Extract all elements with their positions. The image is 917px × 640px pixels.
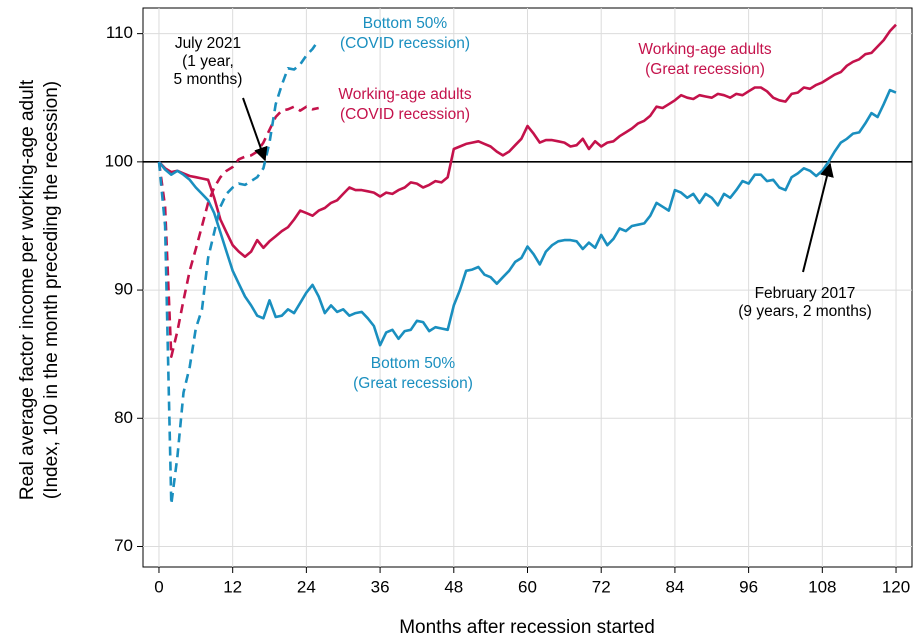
- y-axis-title: Real average factor income per working-a…: [17, 79, 38, 500]
- x-tick-label: 120: [882, 577, 910, 596]
- y-tick-label: 110: [106, 23, 133, 42]
- annotation-text: February 2017: [755, 285, 856, 302]
- y-tick-label: 90: [114, 280, 133, 299]
- x-tick-label: 48: [444, 577, 463, 596]
- y-tick-label: 100: [105, 151, 133, 170]
- series-line: [157, 105, 319, 358]
- annotation-arrow: [802, 162, 834, 273]
- y-axis-title: (Index, 100 in the month preceding the r…: [41, 81, 62, 499]
- series-line: [157, 39, 320, 506]
- x-tick-label: 0: [154, 577, 163, 596]
- x-tick-label: 36: [371, 577, 390, 596]
- y-tick-label: 80: [114, 408, 133, 427]
- series-label: (Great recession): [645, 61, 765, 78]
- annotation-text: 5 months): [174, 71, 243, 88]
- y-tick-label: 70: [114, 536, 133, 555]
- x-tick-label: 12: [223, 577, 242, 596]
- series-label: Bottom 50%: [371, 355, 456, 372]
- series-label: (Great recession): [353, 375, 473, 392]
- series-label: Bottom 50%: [363, 15, 448, 32]
- annotation-arrow: [242, 97, 268, 162]
- x-axis-title: Months after recession started: [399, 617, 655, 638]
- annotation-text: (1 year,: [182, 53, 234, 70]
- series-line: [158, 23, 897, 258]
- x-tick-label: 84: [665, 577, 684, 596]
- series-label: (COVID recession): [340, 106, 470, 123]
- annotation-text: (9 years, 2 months): [738, 303, 872, 320]
- x-tick-label: 24: [297, 577, 316, 596]
- annotation-text: July 2021: [175, 35, 241, 52]
- series-line: [157, 88, 897, 347]
- series-label: Working-age adults: [638, 41, 772, 58]
- series-label: Working-age adults: [338, 86, 472, 103]
- x-tick-label: 96: [739, 577, 758, 596]
- x-tick-label: 60: [518, 577, 537, 596]
- series-label: (COVID recession): [340, 35, 470, 52]
- x-tick-label: 72: [592, 577, 611, 596]
- x-tick-label: 108: [808, 577, 836, 596]
